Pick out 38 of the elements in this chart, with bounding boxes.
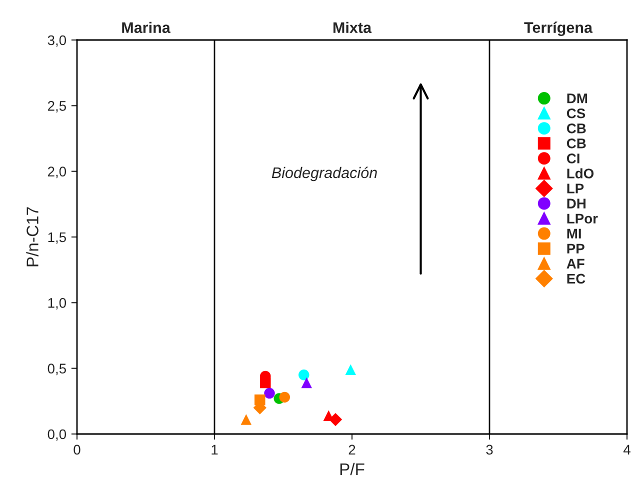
legend-label: LP	[567, 184, 584, 194]
x-tick-label: 2	[348, 444, 356, 454]
point	[264, 388, 275, 399]
x-tick-label: 4	[623, 444, 630, 454]
legend-label: LPor	[567, 214, 598, 224]
y-axis-title: P/n-C17	[26, 207, 38, 266]
point	[328, 412, 342, 426]
legend-label: CB	[566, 138, 586, 148]
point	[240, 414, 252, 425]
y-tick-label: 0,0	[48, 429, 66, 441]
point	[301, 377, 312, 388]
y-tick-label: 3,0	[48, 35, 66, 47]
point	[345, 364, 356, 376]
legend-label: CI	[566, 154, 580, 164]
legend-label: DH	[567, 198, 586, 208]
x-tick-label: 0	[74, 444, 80, 455]
y-tick-label: 2,0	[48, 166, 66, 178]
legend-label: AF	[566, 258, 584, 268]
y-tick-label: 2,5	[48, 101, 66, 112]
text: Mixta	[333, 22, 372, 34]
annotation: Biodegradación	[272, 166, 377, 182]
text: Marina	[122, 22, 170, 34]
point	[298, 370, 310, 380]
legend-label: CS	[566, 108, 586, 118]
y-tick-label: 0,5	[48, 364, 66, 376]
legend-label: LdO	[567, 168, 594, 178]
y-tick-label: 1,5	[48, 232, 66, 244]
y-tick-label: 1,0	[48, 298, 66, 310]
legend-label: PP	[567, 244, 584, 254]
text: Terrígena	[524, 22, 593, 36]
legend-label: CB	[566, 123, 586, 134]
x-tick-label: 1	[212, 444, 218, 454]
legend-label: MI	[567, 228, 581, 238]
legend-label: EC	[567, 274, 586, 284]
point	[279, 392, 290, 403]
x-axis-title: P/F	[340, 462, 364, 476]
legend-label: DM	[567, 94, 588, 104]
x-tick-label: 3	[486, 444, 493, 455]
